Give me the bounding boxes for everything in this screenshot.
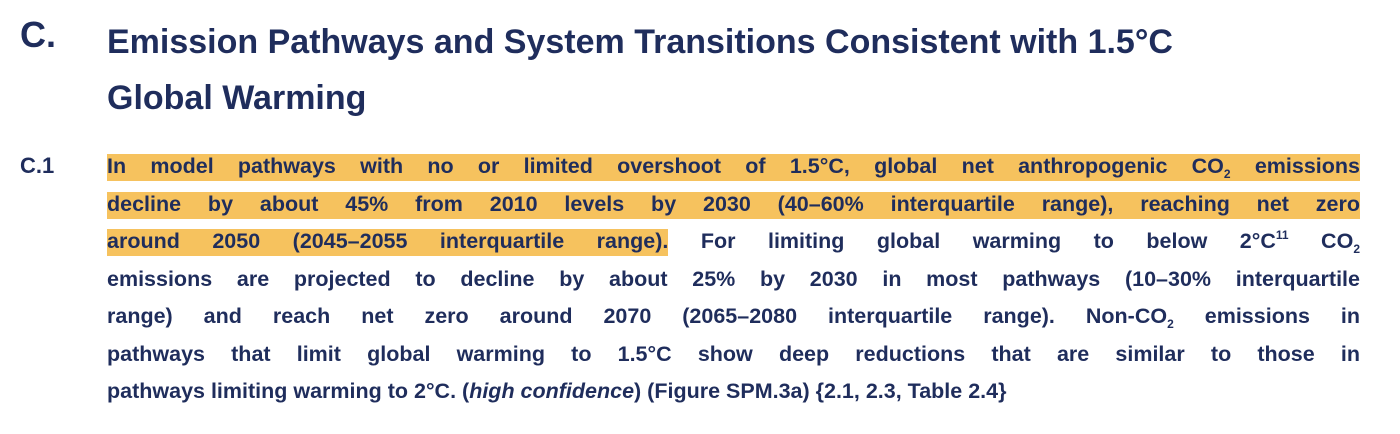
footnote-ref: 11 xyxy=(1275,228,1289,242)
text: For limiting global warming to below 2°C xyxy=(668,229,1276,253)
section-title: Emission Pathways and System Transitions… xyxy=(107,14,1360,126)
section-label: C. xyxy=(20,14,56,55)
text-line: pathways that limit global warming to 1.… xyxy=(107,341,1360,366)
text-line: around 2050 (2045–2055 interquartile ran… xyxy=(107,223,1360,261)
italic-text: high confidence xyxy=(469,379,635,403)
text: range) and reach net zero around 2070 (2… xyxy=(107,304,1168,328)
text: In model pathways with no or limited ove… xyxy=(107,154,1224,178)
text: CO xyxy=(1288,229,1354,253)
subscript: 2 xyxy=(1167,317,1174,331)
highlight: In model pathways with no or limited ove… xyxy=(107,154,1360,181)
subscript: 2 xyxy=(1223,167,1231,181)
text: pathways limiting warming to 2°C. ( xyxy=(107,379,470,403)
statement-label: C.1 xyxy=(20,153,55,178)
text-line: emissions are projected to decline by ab… xyxy=(107,266,1360,291)
highlight: around 2050 (2045–2055 interquartile ran… xyxy=(107,229,669,253)
title-line: Emission Pathways and System Transitions… xyxy=(107,23,1173,61)
text-line: decline by about 45% from 2010 levels by… xyxy=(107,186,1360,224)
text-line: In model pathways with no or limited ove… xyxy=(107,148,1360,186)
subscript: 2 xyxy=(1353,242,1360,256)
highlight: decline by about 45% from 2010 levels by… xyxy=(107,191,1360,216)
title-line: Global Warming xyxy=(107,79,367,117)
statement: In model pathways with no or limited ove… xyxy=(107,148,1360,411)
text-line: pathways limiting warming to 2°C. (high … xyxy=(107,373,1360,411)
text: emissions in xyxy=(1173,304,1360,328)
text-line: range) and reach net zero around 2070 (2… xyxy=(107,298,1360,336)
text: ) (Figure SPM.3a) {2.1, 2.3, Table 2.4} xyxy=(634,379,1007,403)
text: emissions xyxy=(1230,154,1360,178)
